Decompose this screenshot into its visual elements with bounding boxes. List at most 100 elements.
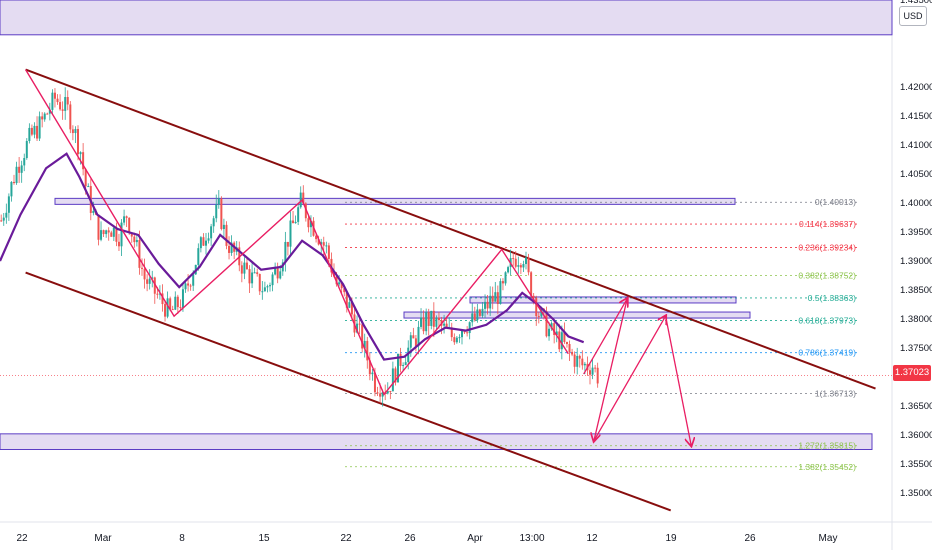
candle-body — [289, 220, 292, 247]
candle-body — [212, 218, 215, 227]
time-axis-label: Mar — [94, 533, 112, 544]
projection-arrow — [664, 315, 692, 445]
candle-body — [399, 353, 402, 366]
candle-body — [519, 265, 522, 268]
candle-body — [30, 127, 33, 135]
candle-body — [202, 237, 205, 246]
candle-body — [340, 282, 343, 289]
candle-body — [466, 332, 469, 334]
candle-body — [404, 362, 407, 365]
candle-body — [576, 355, 579, 367]
candle-body — [573, 354, 576, 367]
fib-level-label: 0.5(1.38363) — [808, 293, 856, 303]
candle-body — [386, 391, 389, 394]
fib-level-label: 0.382(1.38752) — [798, 270, 856, 280]
price-axis-label: 1.35000 — [900, 488, 932, 499]
candle-body — [453, 337, 456, 343]
candle-body — [133, 236, 136, 243]
candle-body — [412, 335, 415, 339]
candle-body — [197, 248, 200, 265]
candle-body — [107, 230, 110, 233]
candle-body — [151, 277, 154, 279]
time-axis-label: 22 — [16, 533, 28, 544]
candle-body — [343, 288, 346, 293]
candle-body — [164, 304, 167, 317]
candle-body — [489, 295, 492, 309]
price-axis-label: 1.41500 — [900, 111, 932, 122]
candle-body — [138, 239, 141, 268]
time-axis-label: 19 — [665, 533, 677, 544]
candle-body — [192, 274, 195, 286]
candle-body — [317, 239, 320, 245]
candle-body — [565, 341, 568, 345]
candle-body — [571, 351, 574, 355]
candle-body — [499, 281, 502, 305]
candle-body — [471, 313, 474, 323]
candle-body — [276, 267, 279, 279]
candle-body — [437, 317, 440, 321]
price-axis-label: 1.43500 — [900, 0, 932, 6]
support-resistance-zone — [403, 311, 751, 319]
projection-arrow — [583, 299, 628, 375]
candle-body — [130, 232, 133, 237]
candle-body — [307, 218, 310, 228]
candle-body — [143, 268, 146, 280]
candle-body — [38, 116, 41, 139]
candle-body — [348, 302, 351, 308]
candle-body — [41, 116, 44, 120]
candle-body — [66, 97, 69, 105]
candle-body — [525, 257, 527, 265]
currency-badge[interactable]: USD — [899, 6, 927, 26]
candle-body — [240, 265, 243, 274]
time-axis-label: 26 — [744, 533, 756, 544]
candle-body — [481, 308, 484, 316]
candle-body — [550, 323, 553, 329]
candle-body — [397, 353, 399, 383]
candle-body — [82, 152, 85, 170]
candle-body — [18, 166, 21, 173]
time-axis-label: 12 — [586, 533, 598, 544]
candle-body — [568, 344, 571, 352]
candle-body — [443, 323, 446, 326]
candle-body — [402, 364, 405, 366]
candle-body — [504, 272, 507, 284]
candle-body — [581, 358, 584, 366]
candle-body — [427, 312, 430, 326]
candle-body — [373, 372, 376, 393]
candle-body — [417, 326, 420, 347]
candle-body — [491, 295, 494, 302]
candle-body — [64, 97, 67, 111]
candle-body — [100, 230, 103, 240]
candle-body — [184, 283, 187, 290]
candle-body — [128, 217, 131, 233]
candle-body — [15, 166, 18, 184]
candle-body — [20, 165, 23, 173]
projection-arrow — [593, 316, 666, 442]
candle-body — [461, 330, 463, 338]
candle-body — [71, 129, 74, 134]
candle-body — [594, 367, 597, 369]
candle-body — [36, 125, 39, 139]
fib-level-label: 0.114(1.39637) — [799, 219, 856, 229]
fib-level-label: 1(1.36713) — [815, 389, 856, 399]
candle-body — [309, 220, 312, 228]
candle-body — [545, 310, 548, 337]
candle-body — [548, 328, 551, 337]
candle-body — [478, 309, 481, 316]
candle-body — [389, 391, 392, 393]
price-axis-label: 1.39000 — [900, 256, 932, 267]
candle-body — [325, 245, 328, 247]
price-axis-label: 1.38000 — [900, 314, 932, 325]
moving-average-line — [0, 152, 585, 361]
candle-body — [225, 224, 228, 246]
candle-body — [253, 272, 256, 274]
candle-body — [120, 222, 123, 247]
candle-body — [105, 230, 108, 235]
candle-body — [345, 292, 348, 308]
candle-body — [217, 198, 220, 205]
candle-body — [2, 217, 5, 221]
candle-body — [361, 324, 364, 349]
candle-body — [189, 285, 192, 287]
